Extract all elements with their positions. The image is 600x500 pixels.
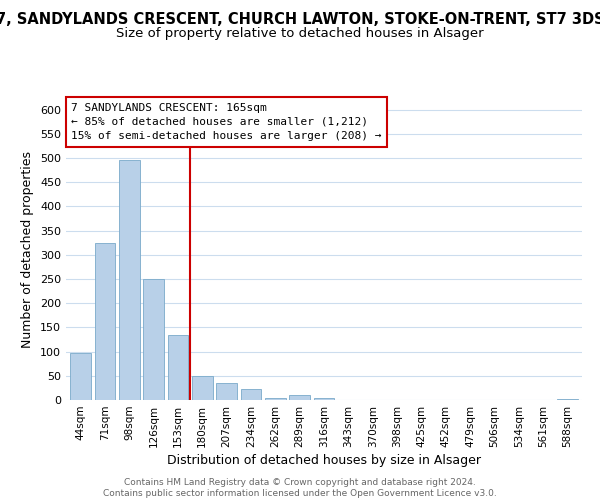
Bar [167,334,188,400]
X-axis label: Distribution of detached houses by size in Alsager: Distribution of detached houses by size … [167,454,481,467]
Bar [95,242,115,400]
Text: Contains HM Land Registry data © Crown copyright and database right 2024.
Contai: Contains HM Land Registry data © Crown c… [103,478,497,498]
Text: 7, SANDYLANDS CRESCENT, CHURCH LAWTON, STOKE-ON-TRENT, ST7 3DS: 7, SANDYLANDS CRESCENT, CHURCH LAWTON, S… [0,12,600,28]
Bar [119,160,140,400]
Bar [192,376,212,400]
Y-axis label: Number of detached properties: Number of detached properties [22,152,34,348]
Bar [216,383,237,400]
Bar [289,395,310,400]
Text: Size of property relative to detached houses in Alsager: Size of property relative to detached ho… [116,28,484,40]
Bar [70,352,91,400]
Bar [241,390,262,400]
Bar [143,279,164,400]
Bar [557,398,578,400]
Bar [314,398,334,400]
Bar [265,398,286,400]
Text: 7 SANDYLANDS CRESCENT: 165sqm
← 85% of detached houses are smaller (1,212)
15% o: 7 SANDYLANDS CRESCENT: 165sqm ← 85% of d… [71,103,382,141]
